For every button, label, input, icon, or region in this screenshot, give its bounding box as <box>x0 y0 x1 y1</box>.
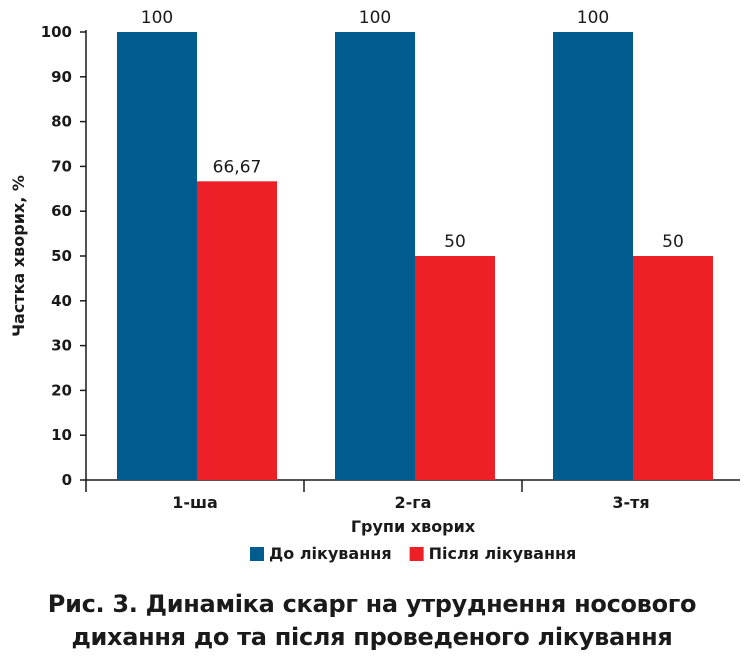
caption-line-1: Рис. 3. Динаміка скарг на утруднення нос… <box>47 590 697 618</box>
bar-after-group-2 <box>415 256 495 480</box>
data-label: 100 <box>359 8 391 28</box>
bar-after-group-1 <box>197 181 277 480</box>
y-tick-label: 40 <box>51 292 72 310</box>
y-tick-label: 10 <box>51 426 72 444</box>
y-tick-label: 0 <box>62 471 72 489</box>
y-tick-label: 70 <box>51 157 72 175</box>
x-axis-title: Групи хворих <box>351 517 476 536</box>
data-label: 50 <box>444 232 466 252</box>
y-tick-label: 60 <box>51 202 72 220</box>
legend-label-1: До лікування <box>269 544 392 563</box>
data-label: 100 <box>577 8 609 28</box>
y-tick-label: 30 <box>51 337 72 355</box>
figure-caption: Рис. 3. Динаміка скарг на утруднення нос… <box>0 588 744 654</box>
y-tick-label: 90 <box>51 68 72 86</box>
data-label: 50 <box>662 232 684 252</box>
bar-after-group-3 <box>633 256 713 480</box>
x-tick-label: 1-ша <box>172 493 218 512</box>
y-tick-label: 80 <box>51 113 72 131</box>
y-axis-title: Частка хворих, % <box>9 175 28 337</box>
legend-label-2: Після лікування <box>429 544 577 563</box>
bar-chart: 0 10 20 30 40 50 60 70 80 90 100 100 66,67 1-ша 100 50 2… <box>9 8 740 563</box>
x-tick-label: 3-тя <box>612 493 649 512</box>
data-label: 66,67 <box>213 157 262 177</box>
y-tick-label: 20 <box>51 381 72 399</box>
bar-before-group-2 <box>335 32 415 480</box>
legend-swatch-1 <box>250 547 264 561</box>
caption-line-2: дихання до та після проведеного лікуванн… <box>71 623 673 651</box>
legend-swatch-2 <box>409 547 424 561</box>
y-tick-label: 100 <box>41 23 72 41</box>
x-tick-label: 2-га <box>395 493 432 512</box>
bar-before-group-1 <box>117 32 197 480</box>
bar-before-group-3 <box>553 32 633 480</box>
data-label: 100 <box>141 8 173 28</box>
y-tick-label: 50 <box>51 247 72 265</box>
